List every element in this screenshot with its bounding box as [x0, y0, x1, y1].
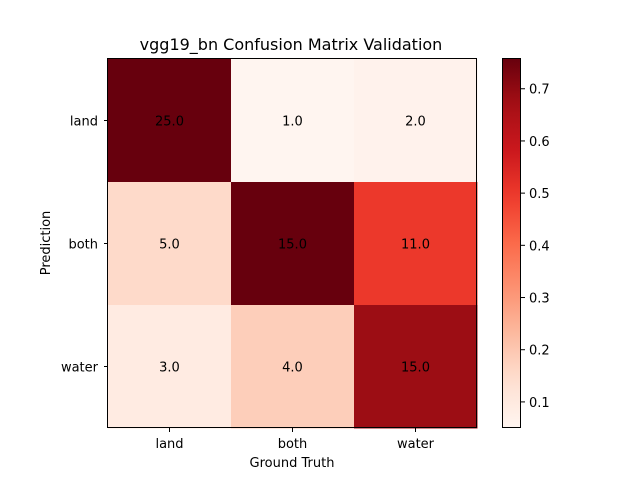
colorbar-tick-label: 0.7	[529, 83, 550, 98]
heatmap-cell	[354, 305, 478, 429]
cell-value-label: 5.0	[159, 238, 180, 253]
x-axis: land both water	[155, 428, 435, 452]
x-tick-label: water	[397, 437, 435, 452]
heatmap-cell	[231, 305, 355, 429]
heatmap-cell	[354, 182, 478, 306]
colorbar: 0.1 0.2 0.3 0.4 0.5 0.6 0.7	[502, 58, 550, 428]
heatmap-cell	[108, 182, 232, 306]
colorbar-tick-label: 0.1	[529, 396, 550, 411]
cell-value-label: 4.0	[282, 361, 303, 376]
y-axis-label: Prediction	[39, 211, 54, 276]
heatmap-cell	[108, 305, 232, 429]
heatmap-cell	[231, 59, 355, 183]
cell-value-label: 1.0	[282, 115, 303, 130]
cell-value-label: 11.0	[401, 238, 430, 253]
y-tick-label: water	[61, 361, 99, 376]
colorbar-tick-label: 0.3	[529, 292, 550, 307]
colorbar-tick-label: 0.4	[529, 239, 550, 254]
chart-title: vgg19_bn Confusion Matrix Validation	[140, 35, 443, 55]
colorbar-tick-label: 0.2	[529, 344, 550, 359]
x-tick-label: both	[278, 437, 308, 452]
heatmap-cell	[108, 59, 232, 183]
cell-value-label: 2.0	[405, 115, 426, 130]
x-axis-label: Ground Truth	[250, 456, 335, 471]
x-tick-label: land	[155, 437, 183, 452]
cell-value-label: 25.0	[155, 115, 184, 130]
heatmap-cell	[354, 59, 478, 183]
y-axis: land both water	[61, 115, 108, 376]
colorbar-tick-label: 0.6	[529, 135, 550, 150]
y-tick-label: both	[68, 238, 98, 253]
y-tick-label: land	[70, 115, 98, 130]
cell-value-label: 15.0	[401, 361, 430, 376]
colorbar-ticks: 0.1 0.2 0.3 0.4 0.5 0.6 0.7	[521, 83, 550, 411]
colorbar-tick-label: 0.5	[529, 187, 550, 202]
heatmap-cell	[231, 182, 355, 306]
heatmap-cells: 25.0 1.0 2.0 5.0 15.0 11.0 3.0 4.0 15.0	[108, 59, 478, 429]
cell-value-label: 15.0	[278, 238, 307, 253]
cell-value-label: 3.0	[159, 361, 180, 376]
colorbar-gradient	[502, 58, 521, 428]
